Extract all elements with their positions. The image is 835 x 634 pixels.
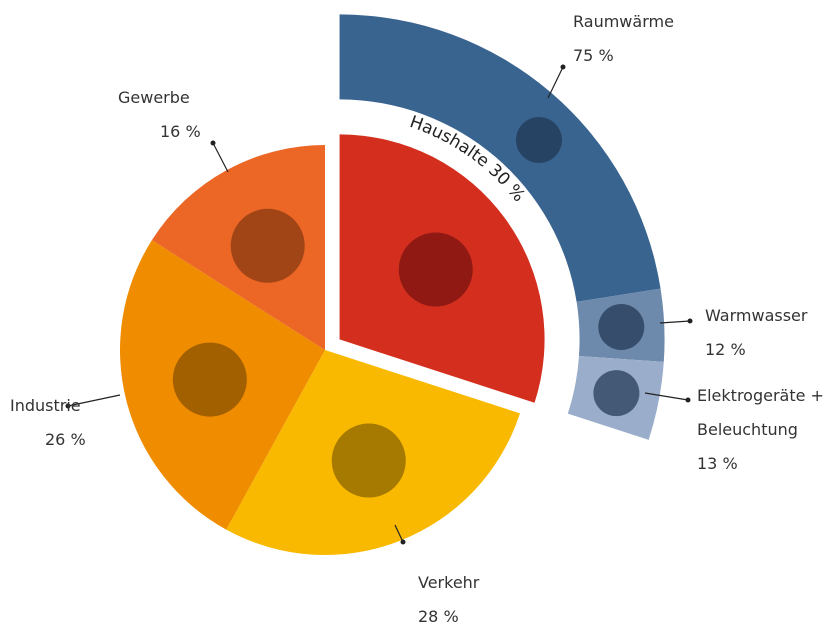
label-name: Elektrogeräte + Beleuchtung — [697, 386, 824, 439]
label-name: Warmwasser — [705, 306, 808, 325]
label-value: 16 % — [160, 122, 201, 141]
leader-line — [547, 66, 564, 99]
leader-line — [67, 394, 121, 407]
label-name: Verkehr — [418, 573, 480, 592]
leader-dot — [400, 539, 406, 545]
slice-icon — [331, 423, 406, 498]
ring-segment — [339, 14, 661, 302]
leader-dot — [65, 403, 71, 409]
leader-line — [212, 142, 229, 173]
leader-dot — [687, 318, 693, 324]
label-name: Raumwärme — [573, 12, 674, 31]
label-value: 12 % — [705, 340, 746, 359]
label-value: 26 % — [45, 430, 86, 449]
leader-dot — [560, 64, 566, 70]
label-name: Gewerbe — [118, 88, 190, 107]
ring-icon — [593, 370, 640, 417]
label-value: 13 % — [697, 454, 738, 473]
label-value: 75 % — [573, 46, 614, 65]
leader-line — [394, 524, 404, 543]
slice-icon — [398, 232, 473, 307]
leader-line — [644, 392, 689, 401]
leader-dot — [685, 397, 691, 403]
label-value: 28 % — [418, 607, 459, 626]
slice-icon — [172, 342, 247, 417]
leader-line — [659, 320, 691, 324]
ring-icon — [515, 117, 562, 164]
ring-icon — [598, 304, 645, 351]
slice-icon — [230, 208, 305, 283]
leader-dot — [210, 140, 216, 146]
label-name: Industrie — [10, 396, 81, 415]
